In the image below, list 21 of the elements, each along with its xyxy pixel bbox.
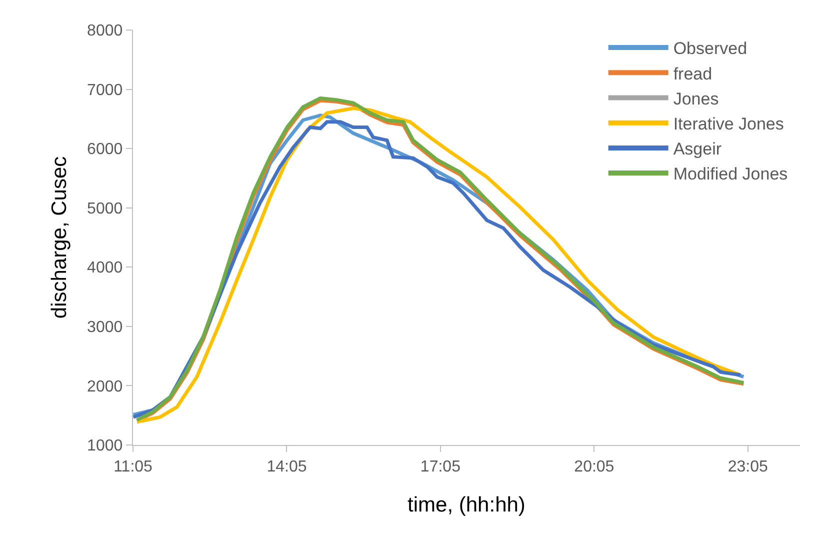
legend-label: Modified Jones — [673, 164, 788, 184]
y-tick-label: 8000 — [87, 22, 123, 40]
y-tick-label: 7000 — [87, 82, 123, 99]
x-tick-label: 17:05 — [420, 458, 461, 476]
legend-label: Jones — [673, 89, 719, 108]
legend-label: Asgeir — [673, 140, 722, 159]
x-tick-label: 20:05 — [574, 458, 614, 476]
y-axis-title: discharge, Cusec — [48, 156, 72, 319]
legend-label: fread — [673, 64, 712, 84]
y-tick-label: 2000 — [87, 378, 123, 396]
y-tick-label: 1000 — [87, 438, 123, 455]
y-tick-label: 5000 — [87, 200, 123, 218]
legend-label: Observed — [673, 39, 748, 58]
x-axis-title: time, (hh:hh) — [408, 494, 526, 517]
y-tick-label: 4000 — [87, 260, 123, 277]
y-tick-label: 3000 — [87, 319, 123, 336]
x-tick-label: 14:05 — [266, 458, 307, 476]
x-tick-label: 23:05 — [728, 458, 768, 476]
y-tick-label: 6000 — [87, 141, 123, 158]
legend-label: Iterative Jones — [673, 114, 784, 134]
x-tick-label: 11:05 — [114, 458, 153, 476]
